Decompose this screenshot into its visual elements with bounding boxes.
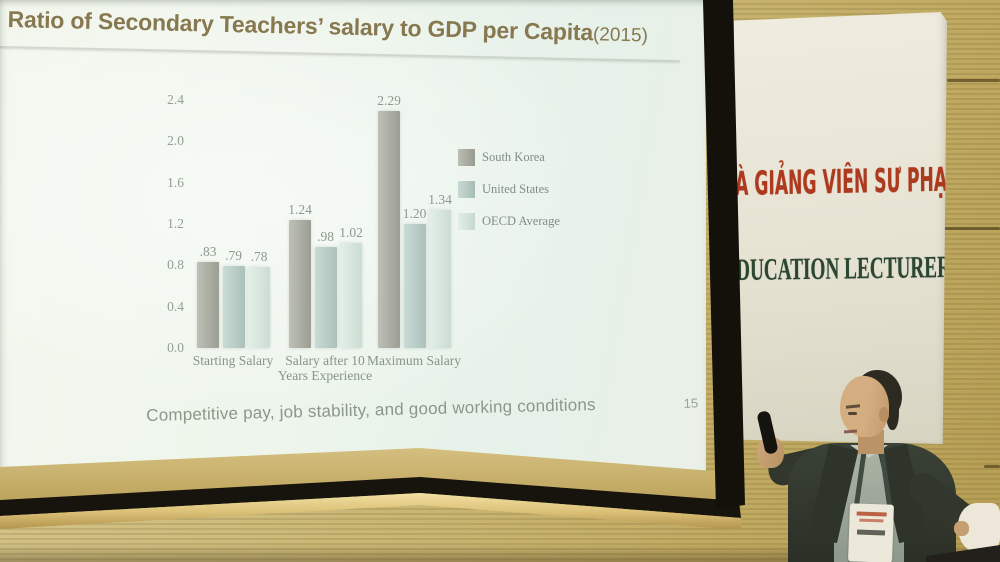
presenter-ear [879, 407, 889, 422]
presenter-hair [886, 392, 899, 430]
bar-united-states [314, 246, 337, 348]
bar-value-label: 1.02 [339, 224, 363, 240]
badge-red-line [859, 518, 884, 523]
presenter-eye [848, 412, 857, 415]
presenter-left-hand [954, 521, 969, 536]
floor-shadow [0, 544, 1000, 562]
y-axis-tick: 0.4 [167, 298, 184, 314]
y-axis-tick: 0.8 [167, 257, 184, 273]
bar-value-label: .98 [317, 228, 334, 244]
y-axis-tick: 1.6 [167, 174, 184, 190]
legend-item: OECD Average [458, 213, 560, 230]
legend-label: South Korea [482, 150, 545, 164]
projection-screen: Ratio of Secondary Teachers’ salary to G… [0, 0, 706, 474]
wall-seam [984, 465, 1000, 468]
legend-item: South Korea [458, 149, 545, 166]
bar-value-label: .78 [250, 249, 268, 265]
bar-value-label: 1.20 [402, 206, 427, 222]
category-label: Starting Salary [192, 353, 274, 368]
badge-red-line [856, 511, 887, 517]
event-banner: À GIẢNG VIÊN SƯ PHẠM DUCATION LECTURERS [734, 12, 947, 444]
badge-name-line [856, 529, 886, 536]
legend-label: OECD Average [482, 214, 560, 228]
bar-value-label: .83 [199, 244, 217, 260]
bar-chart: 2.4 2.0 1.6 1.2 0.8 0.4 0.0 .83 .79 .78 Starting S… [167, 92, 560, 383]
bar-oecd-average [429, 209, 451, 348]
legend-item: United States [458, 181, 549, 198]
legend-swatch [458, 149, 475, 166]
bar-value-label: 2.29 [377, 93, 401, 109]
bar-value-label: .79 [225, 248, 242, 264]
bar-south-korea [197, 262, 219, 348]
bar-oecd-average [340, 242, 362, 348]
legend-swatch [458, 213, 475, 230]
bar-south-korea [378, 111, 400, 348]
screen-black-band [0, 477, 741, 518]
bar-united-states [403, 224, 426, 348]
conference-badge [848, 503, 894, 562]
legend-swatch [458, 181, 475, 198]
screen-case-band [0, 448, 739, 501]
y-axis-tick: 2.0 [167, 133, 184, 149]
screen-frame [703, 0, 745, 509]
legend-label: United States [482, 182, 550, 196]
bar-south-korea [289, 219, 311, 348]
bar-value-label: 1.24 [288, 201, 312, 217]
screen-rail [0, 493, 741, 530]
category-label: Salary after 10 Years Experience [277, 353, 373, 383]
wall-seam [936, 227, 1000, 230]
bar-oecd-average [248, 267, 270, 348]
wall-seam [947, 79, 1000, 82]
bar-united-states [222, 266, 245, 348]
category-label: Maximum Salary [366, 353, 462, 368]
bar-value-label: 1.34 [428, 191, 452, 207]
y-axis-tick: 0.0 [167, 340, 184, 355]
y-axis-tick: 1.2 [167, 216, 184, 232]
y-axis-tick: 2.4 [167, 92, 184, 108]
